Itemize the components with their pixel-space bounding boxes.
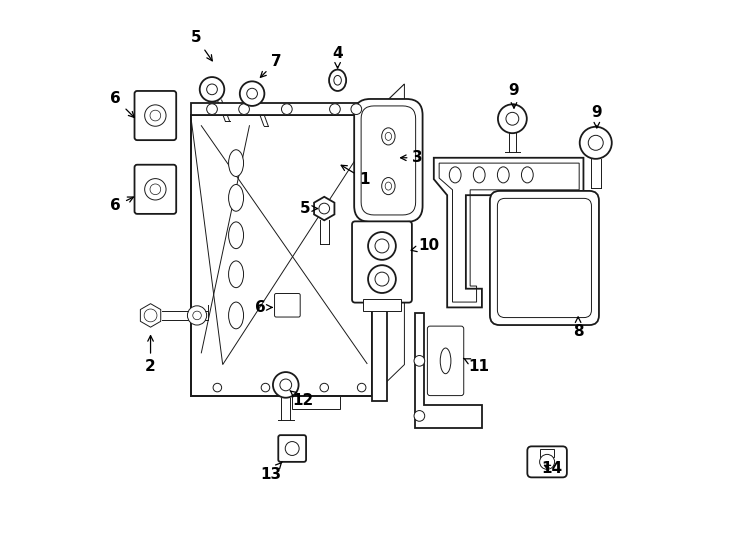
Text: 7: 7 bbox=[261, 54, 281, 77]
FancyBboxPatch shape bbox=[352, 221, 412, 302]
Circle shape bbox=[240, 82, 264, 106]
Polygon shape bbox=[314, 197, 335, 220]
Polygon shape bbox=[388, 147, 417, 219]
Circle shape bbox=[261, 383, 269, 392]
Ellipse shape bbox=[382, 128, 395, 145]
FancyBboxPatch shape bbox=[355, 99, 423, 222]
Text: 1: 1 bbox=[341, 165, 370, 187]
FancyBboxPatch shape bbox=[134, 165, 176, 214]
Circle shape bbox=[280, 379, 291, 391]
Text: 6: 6 bbox=[255, 300, 272, 315]
Polygon shape bbox=[434, 158, 584, 307]
Ellipse shape bbox=[498, 167, 509, 183]
Text: 10: 10 bbox=[411, 239, 439, 253]
Circle shape bbox=[368, 232, 396, 260]
FancyBboxPatch shape bbox=[527, 447, 567, 477]
Circle shape bbox=[351, 104, 362, 114]
Circle shape bbox=[207, 84, 217, 94]
Circle shape bbox=[319, 203, 330, 214]
Ellipse shape bbox=[385, 182, 391, 190]
Polygon shape bbox=[140, 303, 161, 327]
Circle shape bbox=[150, 184, 161, 194]
Circle shape bbox=[357, 383, 366, 392]
Circle shape bbox=[247, 88, 258, 99]
Ellipse shape bbox=[449, 167, 461, 183]
Text: 9: 9 bbox=[592, 105, 602, 128]
Circle shape bbox=[588, 136, 603, 150]
Ellipse shape bbox=[228, 261, 244, 288]
Circle shape bbox=[281, 104, 292, 114]
Circle shape bbox=[375, 239, 389, 253]
Ellipse shape bbox=[382, 178, 395, 194]
FancyBboxPatch shape bbox=[490, 191, 599, 325]
Text: 12: 12 bbox=[290, 390, 313, 408]
Ellipse shape bbox=[473, 167, 485, 183]
Text: 14: 14 bbox=[541, 461, 562, 476]
Polygon shape bbox=[191, 115, 372, 396]
FancyBboxPatch shape bbox=[275, 294, 300, 317]
Text: 5: 5 bbox=[300, 201, 317, 216]
Text: 4: 4 bbox=[333, 46, 343, 68]
Circle shape bbox=[213, 383, 222, 392]
Ellipse shape bbox=[385, 132, 391, 140]
Text: 11: 11 bbox=[463, 359, 490, 374]
Ellipse shape bbox=[440, 348, 451, 374]
Polygon shape bbox=[363, 299, 401, 311]
Text: 6: 6 bbox=[110, 197, 134, 213]
Text: 2: 2 bbox=[145, 336, 156, 374]
Ellipse shape bbox=[228, 302, 244, 329]
Circle shape bbox=[193, 311, 201, 320]
Circle shape bbox=[368, 265, 396, 293]
Circle shape bbox=[580, 127, 611, 159]
Text: 8: 8 bbox=[573, 317, 584, 339]
Polygon shape bbox=[191, 84, 404, 364]
Text: 6: 6 bbox=[110, 91, 134, 117]
FancyBboxPatch shape bbox=[498, 198, 592, 318]
Polygon shape bbox=[415, 313, 482, 428]
FancyBboxPatch shape bbox=[361, 106, 415, 215]
Ellipse shape bbox=[228, 222, 244, 248]
Circle shape bbox=[207, 104, 217, 114]
Text: 13: 13 bbox=[261, 462, 282, 482]
Text: 9: 9 bbox=[509, 84, 519, 108]
Circle shape bbox=[273, 372, 299, 398]
Circle shape bbox=[330, 104, 341, 114]
Circle shape bbox=[200, 77, 225, 102]
Circle shape bbox=[187, 306, 207, 325]
Circle shape bbox=[239, 104, 250, 114]
Polygon shape bbox=[191, 103, 393, 115]
Circle shape bbox=[506, 112, 519, 125]
Text: 3: 3 bbox=[401, 150, 423, 165]
Circle shape bbox=[145, 105, 166, 126]
Circle shape bbox=[414, 410, 425, 421]
Polygon shape bbox=[292, 396, 341, 409]
Circle shape bbox=[144, 309, 157, 322]
FancyBboxPatch shape bbox=[278, 435, 306, 462]
Polygon shape bbox=[372, 84, 404, 396]
Circle shape bbox=[414, 355, 425, 366]
Ellipse shape bbox=[228, 150, 244, 177]
Ellipse shape bbox=[334, 76, 341, 85]
Circle shape bbox=[375, 272, 389, 286]
Circle shape bbox=[498, 104, 527, 133]
Circle shape bbox=[145, 179, 166, 200]
Ellipse shape bbox=[329, 70, 346, 91]
Ellipse shape bbox=[521, 167, 533, 183]
Polygon shape bbox=[372, 103, 388, 401]
Circle shape bbox=[286, 442, 299, 455]
Circle shape bbox=[150, 110, 161, 121]
Text: 5: 5 bbox=[191, 30, 212, 61]
FancyBboxPatch shape bbox=[134, 91, 176, 140]
Circle shape bbox=[539, 454, 555, 469]
Ellipse shape bbox=[228, 185, 244, 211]
Circle shape bbox=[320, 383, 329, 392]
Bar bbox=[540, 449, 554, 457]
FancyBboxPatch shape bbox=[427, 326, 464, 396]
